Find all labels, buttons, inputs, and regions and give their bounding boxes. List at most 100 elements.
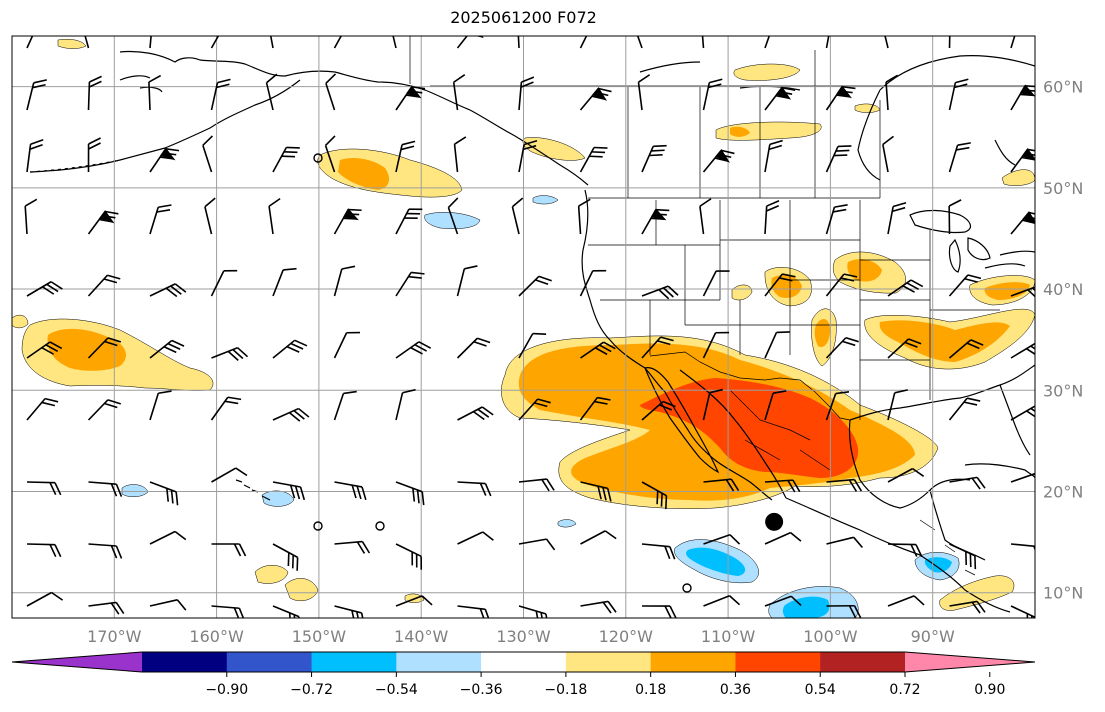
barb-staff xyxy=(148,81,151,111)
colorbar-tick-label: −0.18 xyxy=(544,682,587,698)
barb-feather xyxy=(772,390,787,394)
wind-barb xyxy=(764,479,801,493)
barb-staff xyxy=(324,145,336,173)
wind-barb xyxy=(825,36,833,49)
wind-barb xyxy=(272,407,310,422)
barb-feather xyxy=(521,76,535,83)
barb-staff xyxy=(268,206,274,235)
barb-feather xyxy=(971,601,981,614)
barb-feather xyxy=(454,136,467,145)
barb-feather xyxy=(170,490,174,504)
barb-feather xyxy=(286,345,300,353)
barb-staff xyxy=(333,393,345,421)
barb-feather xyxy=(165,287,178,298)
longitude-label: 110°W xyxy=(701,627,756,646)
wind-barb xyxy=(210,78,231,111)
barb-staff xyxy=(388,36,397,49)
wind-barb xyxy=(764,16,787,49)
barb-feather xyxy=(607,600,617,613)
wind-barb xyxy=(149,599,187,611)
barb-feather xyxy=(356,485,362,500)
wind-barbs xyxy=(24,14,1035,618)
wind-barb xyxy=(149,481,179,506)
wind-barb xyxy=(948,339,984,359)
barb-feather xyxy=(532,332,547,336)
barb-feather xyxy=(34,26,47,36)
barb-feather xyxy=(665,495,668,510)
barb-feather xyxy=(837,145,852,148)
barb-feather xyxy=(766,200,780,207)
barb-feather xyxy=(50,281,63,290)
wind-barb xyxy=(887,543,923,557)
barb-feather xyxy=(892,206,906,213)
wind-barb xyxy=(518,398,551,421)
us-central-orange-region xyxy=(771,274,802,298)
wind-barb xyxy=(579,36,594,49)
barb-feather xyxy=(729,595,741,606)
barb-feather xyxy=(597,396,611,401)
barb-feather xyxy=(664,605,672,618)
barb-pennant xyxy=(650,208,667,221)
barb-feather xyxy=(774,16,787,26)
wind-barb xyxy=(764,595,802,607)
barb-feather xyxy=(115,601,125,615)
barb-feather xyxy=(599,344,612,353)
barb-feather xyxy=(845,336,859,343)
wind-barb xyxy=(579,396,611,421)
barb-feather xyxy=(421,491,425,506)
barb-feather xyxy=(656,490,659,505)
calm-markers xyxy=(313,153,692,593)
barb-staff xyxy=(457,531,484,545)
barb-feather xyxy=(289,484,296,499)
barb-feather xyxy=(45,344,59,352)
wind-barb xyxy=(272,339,308,359)
wind-barb xyxy=(334,605,366,618)
wind-barb xyxy=(825,85,856,111)
barb-feather xyxy=(776,331,790,334)
west-coast-usa xyxy=(581,189,773,501)
barb-feather xyxy=(415,554,418,568)
colorbar-outline xyxy=(11,651,1036,673)
wind-barb xyxy=(211,346,249,361)
wind-barb xyxy=(1010,285,1035,300)
wind-barb xyxy=(518,76,535,111)
wind-barb xyxy=(211,605,246,618)
barb-feather xyxy=(840,277,855,282)
colorbar-tick-label: −0.72 xyxy=(290,682,333,698)
calm-circle xyxy=(375,521,385,531)
barb-feather xyxy=(104,340,118,347)
barb-staff xyxy=(882,144,889,173)
wind-barb xyxy=(457,481,492,497)
barb-pennant xyxy=(405,85,422,99)
wind-barb xyxy=(334,481,367,501)
barb-feather xyxy=(1025,85,1035,88)
barb-feather xyxy=(669,546,676,560)
barb-feather xyxy=(658,404,673,411)
barb-feather xyxy=(957,142,971,146)
barb-staff xyxy=(272,269,284,297)
wind-barb xyxy=(826,478,863,492)
wind-barb xyxy=(457,406,494,421)
barb-feather xyxy=(418,341,432,349)
colorbar-extend-high xyxy=(905,652,1035,672)
barb-staff xyxy=(885,82,889,111)
wind-barb xyxy=(333,265,356,297)
barb-pennant xyxy=(591,87,608,101)
barb-feather xyxy=(766,205,780,212)
wind-barb xyxy=(268,197,281,235)
barb-feather xyxy=(662,287,674,298)
wind-barb xyxy=(579,269,607,297)
colorbar-segment xyxy=(311,652,397,672)
barb-feather xyxy=(153,14,165,21)
barb-pennant xyxy=(99,210,115,224)
barb-feather xyxy=(667,285,679,296)
political-borders xyxy=(409,36,1035,576)
barb-feather xyxy=(1027,148,1035,153)
great-lakes-michigan xyxy=(948,238,961,273)
colorbar-segment xyxy=(650,652,736,672)
wind-barb xyxy=(272,146,300,173)
wind-barb xyxy=(325,73,337,111)
barb-feather xyxy=(156,209,171,213)
wind-barb xyxy=(764,273,796,297)
barb-feather xyxy=(967,274,982,280)
